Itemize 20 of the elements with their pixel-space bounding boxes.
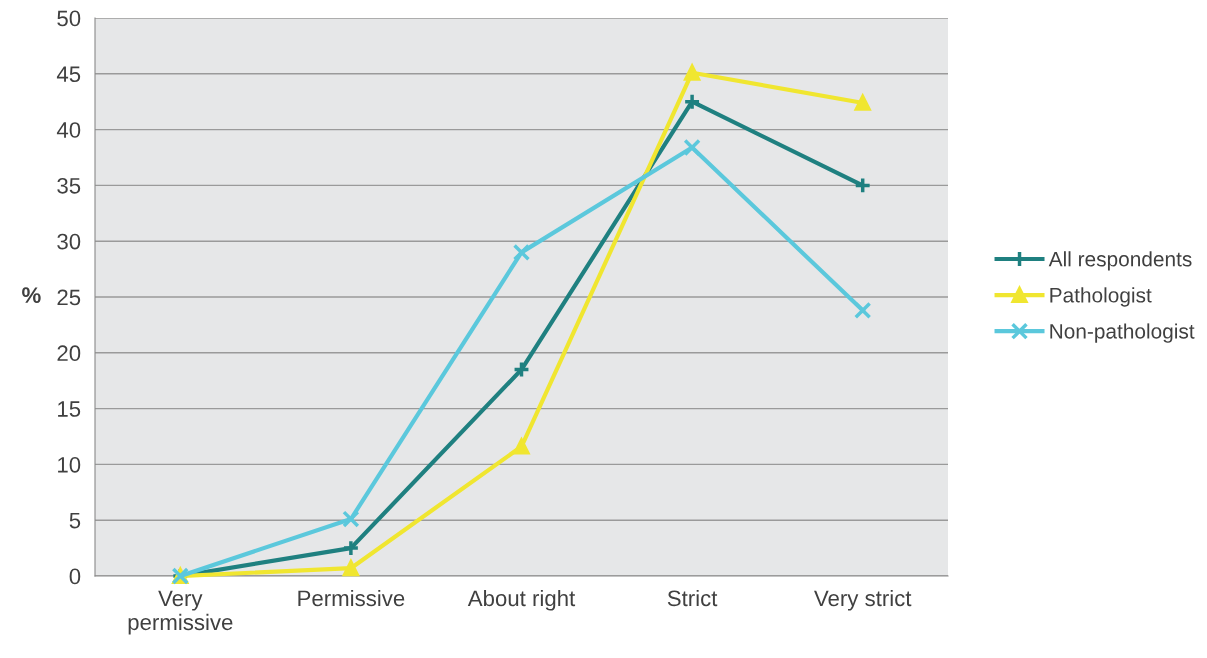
y-tick-label: 25 (57, 289, 81, 306)
y-tick-label: 15 (58, 401, 81, 417)
legend-label: Pathologist (1050, 287, 1152, 307)
y-tick-label: 5 (69, 512, 81, 529)
x-tick-label: Permissive (298, 589, 405, 607)
y-tick-label: 30 (57, 233, 81, 250)
y-tick-label: 20 (57, 345, 81, 362)
y-tick-label: 10 (58, 456, 81, 473)
y-tick-label: 40 (56, 122, 81, 138)
y-axis-title: % (22, 287, 41, 303)
legend-label: Non-pathologist (1050, 323, 1195, 343)
y-tick-label: 50 (57, 10, 81, 27)
x-tick-label: Very permissive (128, 590, 233, 635)
legend-label: All respondents (1048, 251, 1192, 271)
x-tick-label: Very strict (814, 589, 912, 611)
y-tick-label: 35 (57, 177, 81, 194)
x-tick-label: About right (467, 589, 576, 611)
x-tick-label: Strict (667, 589, 718, 607)
y-tick-label: 45 (56, 66, 81, 83)
y-tick-label: 0 (69, 568, 81, 585)
